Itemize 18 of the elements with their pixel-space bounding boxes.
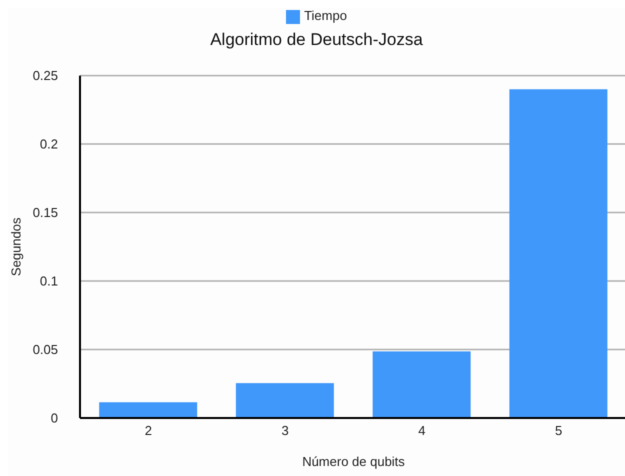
bar <box>509 89 608 418</box>
bar <box>99 402 198 418</box>
bar <box>372 351 471 418</box>
bar <box>236 383 334 418</box>
chart-title: Algoritmo de Deutsch-Jozsa <box>209 30 424 50</box>
y-tick-label: 0.25 <box>32 68 58 84</box>
legend-label: Tiempo <box>304 8 347 23</box>
x-tick-label: 3 <box>282 423 289 438</box>
y-tick-label: 0.05 <box>32 342 58 358</box>
x-tick-label: 5 <box>555 423 562 438</box>
y-tick-label: 0.2 <box>40 136 58 152</box>
y-tick-label: 0.1 <box>40 274 58 289</box>
x-tick-label: 2 <box>144 423 152 438</box>
x-axis-title: Número de qubits <box>302 454 406 469</box>
y-tick-label: 0 <box>50 410 58 426</box>
x-tick-label: 4 <box>418 423 426 438</box>
y-tick-label: 0.15 <box>32 205 58 220</box>
y-axis-title: Segundos <box>8 217 24 276</box>
